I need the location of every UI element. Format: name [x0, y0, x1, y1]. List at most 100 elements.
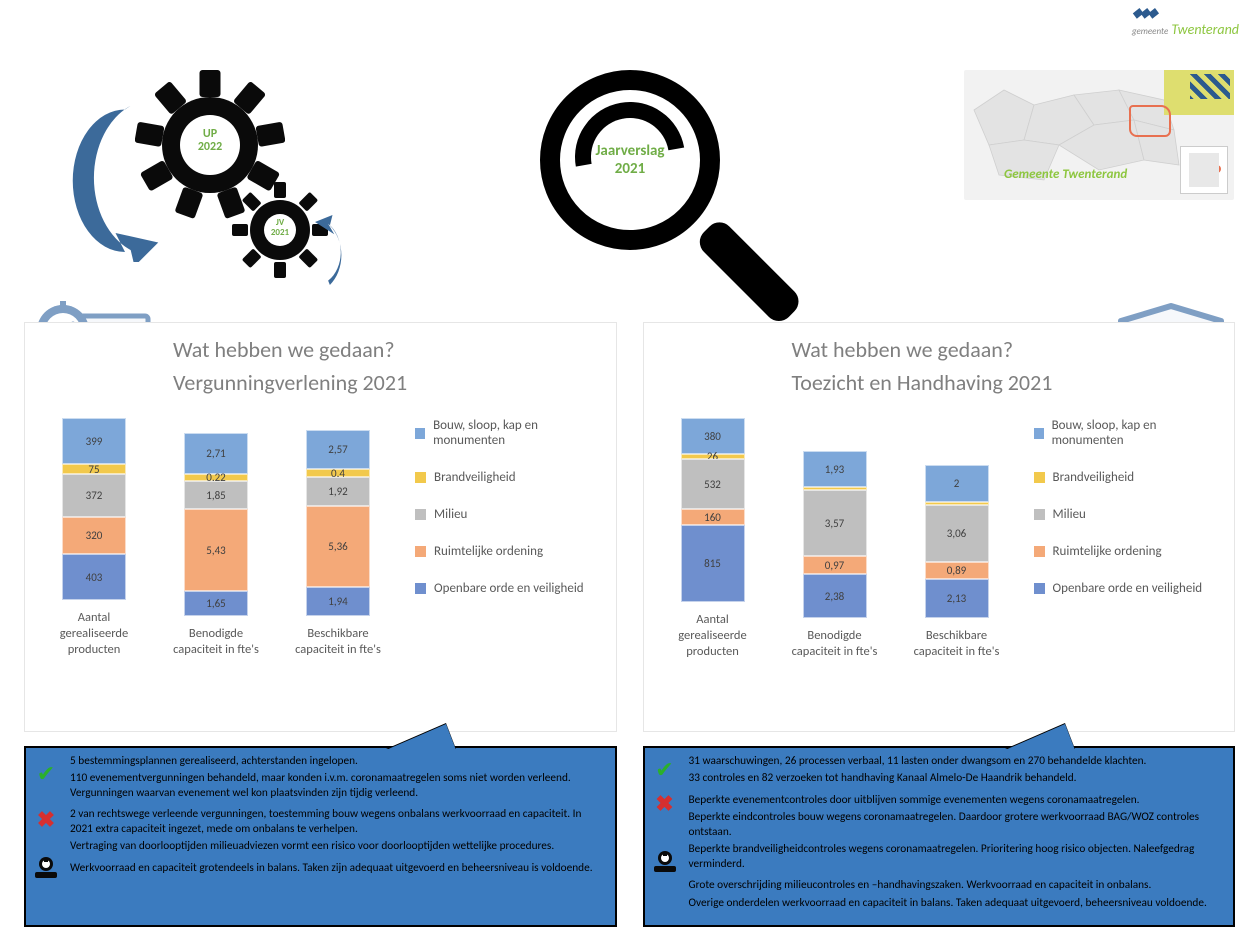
- bar-stack: 1,655,431,850,222,71: [184, 433, 248, 616]
- bar-stack: 40332037275399: [62, 418, 126, 600]
- gear-big-line1: UP: [203, 127, 217, 141]
- legend-swatch: [1034, 509, 1045, 520]
- bar-stack: 1,945,361,920,42,57: [306, 430, 370, 616]
- bar-segment: 3,57: [803, 490, 867, 556]
- note-line: 31 waarschuwingen, 26 processen verbaal,…: [689, 754, 1224, 768]
- bar-segment: 160: [681, 509, 745, 525]
- bar-segment: 2,13: [925, 579, 989, 618]
- legend-swatch: [415, 472, 426, 483]
- bar-segment: 399: [62, 418, 126, 464]
- locator-map: Gemeente Twenterand: [964, 70, 1234, 230]
- legend-label: Bouw, sloop, kap en monumenten: [1052, 418, 1216, 448]
- legend-label: Milieu: [434, 507, 467, 522]
- cross-icon: ✖: [32, 806, 60, 834]
- legend-label: Ruimtelijke ordening: [1053, 544, 1162, 559]
- bar-segment: 372: [62, 474, 126, 517]
- bar-group-label: Benodigde capaciteit in fte's: [790, 628, 880, 659]
- panels-row: Wat hebben we gedaan? Vergunningverlenin…: [24, 322, 1235, 732]
- bar-segment: 3,06: [925, 505, 989, 562]
- bar-group: 2,380,973,571,93 Benodigde capaciteit in …: [790, 451, 880, 659]
- legend-swatch: [415, 583, 426, 594]
- note-line: Overige onderdelen werkvoorraad en capac…: [689, 896, 1224, 910]
- bar-segment: 320: [62, 517, 126, 554]
- cross-icon: ✖: [651, 790, 679, 818]
- chart-legend-right: Bouw, sloop, kap en monumenten Brandveili…: [1034, 418, 1217, 596]
- bar-segment: 1,65: [184, 591, 248, 616]
- note-line: 33 controles en 82 verzoeken tot handhav…: [689, 771, 1224, 785]
- legend-label: Milieu: [1053, 507, 1086, 522]
- note-line: Beperkte evenementcontroles door uitblij…: [689, 793, 1224, 807]
- note-line: 110 evenementvergunningen behandeld, maa…: [70, 771, 605, 800]
- legend-item: Brandveiligheid: [415, 470, 598, 485]
- legend-swatch: [1034, 472, 1045, 483]
- legend-item: Ruimtelijke ordening: [1034, 544, 1217, 559]
- bar-group-label: Aantal gerealiseerde producten: [49, 610, 139, 657]
- check-icon: ✔: [651, 756, 679, 784]
- brand-logo: ◆◆◆ gemeente Twenterand: [1132, 4, 1239, 38]
- note-line: Werkvoorraad en capaciteit grotendeels i…: [70, 861, 605, 875]
- bar-stack: 2,380,973,571,93: [803, 451, 867, 618]
- bar-segment: 1,93: [803, 451, 867, 487]
- bar-segment: 0,22: [184, 474, 248, 481]
- magnifier-line2: 2021: [615, 160, 645, 178]
- chart-legend-left: Bouw, sloop, kap en monumenten Brandveili…: [415, 418, 598, 596]
- legend-swatch: [415, 509, 426, 520]
- legend-item: Milieu: [415, 507, 598, 522]
- legend-item: Ruimtelijke ordening: [415, 544, 598, 559]
- legend-swatch: [415, 428, 425, 439]
- note-line: Grote overschrijding milieucontroles en …: [689, 878, 1224, 892]
- scale-icon: [32, 856, 60, 887]
- cycle-arrow-small-icon: [315, 215, 385, 300]
- bar-segment: 1,94: [306, 587, 370, 616]
- note-line: 5 bestemmingsplannen gerealiseerd, achte…: [70, 754, 605, 768]
- note-line: Vertraging van doorlooptijden milieuadvi…: [70, 839, 605, 853]
- panel-right-subtitle: Toezicht en Handhaving 2021: [792, 369, 1217, 396]
- panel-vergunningverlening: Wat hebben we gedaan? Vergunningverlenin…: [24, 322, 617, 732]
- bar-group-label: Beschikbare capaciteit in fte's: [293, 626, 383, 657]
- note-line: Beperkte brandveiligheidcontroles wegens…: [689, 842, 1224, 871]
- legend-swatch: [1034, 546, 1045, 557]
- bar-segment: 5,36: [306, 506, 370, 587]
- legend-swatch: [1034, 583, 1045, 594]
- gear-big-line2: 2022: [198, 140, 222, 154]
- map-label: Gemeente Twenterand: [1004, 167, 1127, 182]
- map-corner-flag-icon: [1164, 70, 1234, 115]
- note-left: ✔ ✖ 5 bestemmingsplannen gerealiseerd, a…: [24, 746, 617, 927]
- bar-group: 40332037275399 Aantal gerealiseerde produ…: [49, 418, 139, 657]
- bar-segment: 0,89: [925, 562, 989, 579]
- bar-group-label: Aantal gerealiseerde producten: [668, 612, 758, 659]
- bar-segment: 0,4: [306, 469, 370, 477]
- header-graphics: UP 2022 JV 2021 Jaarverslag 2021: [40, 60, 1239, 320]
- note-line: 2 van rechtswege verleende vergunningen,…: [70, 807, 605, 836]
- bar-stack: 81516053226380: [681, 418, 745, 602]
- gear-small-line2: 2021: [271, 227, 289, 238]
- bar-segment: 2,71: [184, 433, 248, 474]
- map-highlight-region: [1129, 105, 1171, 137]
- gears-graphic: UP 2022 JV 2021: [50, 70, 380, 300]
- bar-segment: 532: [681, 459, 745, 509]
- bar-segment: 380: [681, 418, 745, 454]
- legend-swatch: [415, 546, 426, 557]
- panel-left-subtitle: Vergunningverlening 2021: [173, 369, 598, 396]
- chart-right-bars: 81516053226380 Aantal gerealiseerde produ…: [662, 418, 1012, 659]
- note-right: ✔ ✖ 31 waarschuwingen, 26 processen verb…: [643, 746, 1236, 927]
- bar-stack: 2,130,893,062: [925, 465, 989, 618]
- bar-segment: 1,85: [184, 481, 248, 509]
- legend-label: Ruimtelijke ordening: [434, 544, 543, 559]
- legend-label: Brandveiligheid: [1053, 470, 1135, 485]
- panel-right-title: Wat hebben we gedaan?: [792, 337, 1217, 363]
- bar-segment: 0,97: [803, 556, 867, 574]
- panel-toezicht: Wat hebben we gedaan? Toezicht en Handha…: [643, 322, 1236, 732]
- legend-item: Milieu: [1034, 507, 1217, 522]
- chart-left-bars: 40332037275399 Aantal gerealiseerde produ…: [43, 418, 393, 657]
- check-icon: ✔: [32, 760, 60, 788]
- bar-group-label: Benodigde capaciteit in fte's: [171, 626, 261, 657]
- bar-segment: 75: [62, 464, 126, 474]
- bar-segment: 2,38: [803, 574, 867, 618]
- note-line: Beperkte eindcontroles bouw wegens coron…: [689, 810, 1224, 839]
- legend-label: Brandveiligheid: [434, 470, 516, 485]
- legend-label: Openbare orde en veiligheid: [434, 581, 584, 596]
- legend-item: Bouw, sloop, kap en monumenten: [415, 418, 598, 448]
- notes-row: ✔ ✖ 5 bestemmingsplannen gerealiseerd, a…: [24, 746, 1235, 927]
- legend-item: Openbare orde en veiligheid: [1034, 581, 1217, 596]
